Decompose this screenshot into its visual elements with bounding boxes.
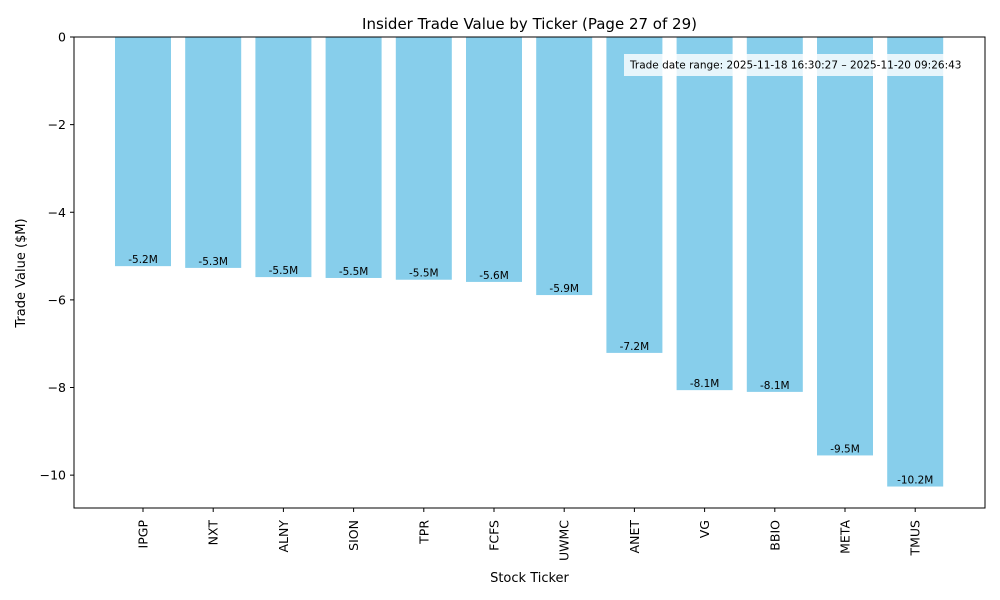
y-tick-label-1: −2 [48,117,66,132]
x-tick-label-bbio: BBIO [767,520,782,551]
data-label-anet: -7.2M [620,341,650,353]
data-label-ipgp: -5.2M [128,254,158,266]
x-tick-label-vg: VG [697,520,712,538]
date-range-annotation: Trade date range: 2025-11-18 16:30:27 – … [624,54,986,76]
data-label-meta: -9.5M [830,443,860,455]
data-label-sion: -5.5M [339,266,369,278]
bar-ipgp [115,37,171,267]
bar-sion [325,37,382,278]
x-tick-label-sion: SION [346,520,361,551]
x-tick-label-anet: ANET [627,520,642,554]
bar-fcfs [466,37,522,282]
y-tick-label-4: −8 [48,380,66,395]
bar-alny [255,37,312,278]
x-tick-label-nxt: NXT [206,520,221,546]
data-label-bbio: -8.1M [760,380,790,392]
y-tick-label-0: 0 [58,30,66,45]
annotation-text: Trade date range: 2025-11-18 16:30:27 – … [629,60,961,72]
data-label-fcfs: -5.6M [479,270,509,282]
y-axis: 0 −2 −4 −6 −8 −10 [40,30,74,483]
x-axis: IPGP NXT ALNY SION TPR FCFS UWMC ANET VG BBIO META… [136,508,923,561]
bar-anet [606,37,663,353]
bar-tpr [395,37,452,280]
bars-group [115,37,944,487]
chart-title: Insider Trade Value by Ticker (Page 27 o… [362,15,697,33]
bar-uwmc [536,37,593,296]
x-tick-label-tpr: TPR [416,520,431,545]
data-label-alny: -5.5M [269,265,299,277]
y-axis-label: Trade Value ($M) [14,218,29,328]
x-tick-label-meta: META [838,520,853,554]
x-axis-label: Stock Ticker [490,571,569,586]
y-tick-label-2: −4 [48,205,66,220]
bar-bbio [746,37,803,392]
bar-vg [676,37,733,391]
x-tick-label-fcfs: FCFS [487,520,502,551]
x-tick-label-uwmc: UWMC [557,520,572,561]
bar-tmus [887,37,944,487]
bar-nxt [185,37,242,268]
x-tick-label-alny: ALNY [276,520,291,553]
data-label-nxt: -5.3M [198,256,228,268]
data-labels-group: -5.2M -5.3M -5.5M -5.5M -5.5M -5.6M -5.9M -7.2M… [128,254,933,486]
data-label-tmus: -10.2M [897,475,933,487]
data-label-tpr: -5.5M [409,268,439,280]
y-tick-label-5: −10 [40,468,66,483]
y-tick-label-3: −6 [48,292,66,307]
bar-meta [817,37,873,456]
plot-frame [73,36,986,509]
annotation-box [624,54,986,76]
data-label-uwmc: -5.9M [549,283,579,295]
x-tick-label-tmus: TMUS [908,520,923,557]
data-label-vg: -8.1M [690,378,720,390]
x-tick-label-ipgp: IPGP [136,520,151,549]
